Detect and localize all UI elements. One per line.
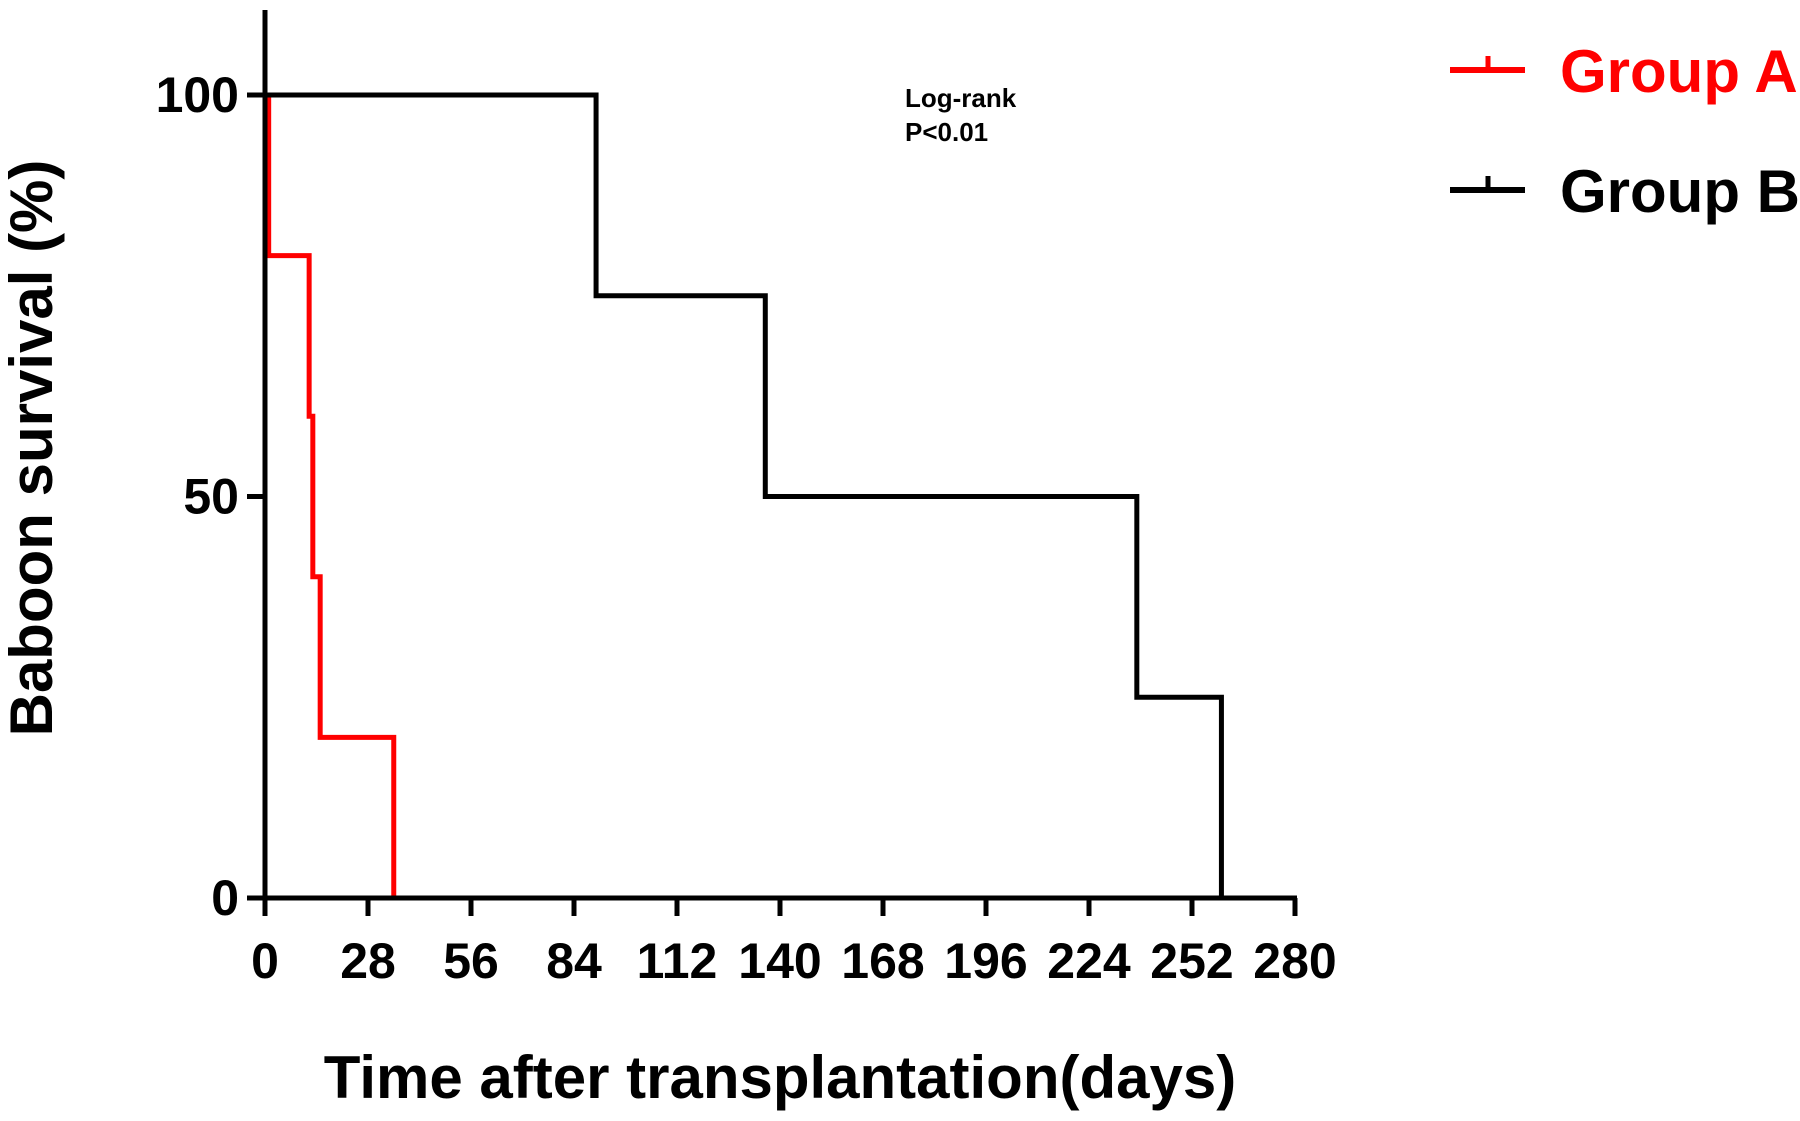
y-tick-label: 50	[183, 469, 239, 525]
y-tick-label: 100	[156, 67, 239, 123]
legend-label: Group B	[1560, 158, 1800, 225]
log-rank-annotation: Log-rank	[905, 83, 1017, 113]
p-value-annotation: P<0.01	[905, 117, 988, 147]
series-line-group-a	[265, 92, 397, 898]
x-tick-label: 0	[251, 933, 279, 989]
x-tick-label: 196	[944, 933, 1027, 989]
legend-label: Group A	[1560, 38, 1798, 105]
y-axis-ticks: 0 50 100	[156, 67, 265, 926]
x-tick-label: 28	[340, 933, 396, 989]
x-tick-label: 252	[1150, 933, 1233, 989]
series-layer	[265, 92, 1224, 898]
x-tick-label: 84	[546, 933, 602, 989]
x-tick-label: 112	[637, 933, 718, 989]
x-tick-label: 56	[443, 933, 499, 989]
x-tick-label: 224	[1047, 933, 1131, 989]
x-tick-label: 168	[841, 933, 924, 989]
y-axis-title: Baboon survival (%)	[0, 160, 65, 737]
x-axis-title: Time after transplantation(days)	[324, 1044, 1236, 1111]
x-tick-label: 280	[1253, 933, 1336, 989]
x-axis-ticks: 0 28 56 84 112 140 168 196 224 252 280	[251, 898, 1337, 989]
x-tick-label: 140	[738, 933, 821, 989]
legend: Group A Group B	[1450, 38, 1800, 225]
y-tick-label: 0	[211, 870, 239, 926]
series-line-group-b	[265, 92, 1224, 898]
